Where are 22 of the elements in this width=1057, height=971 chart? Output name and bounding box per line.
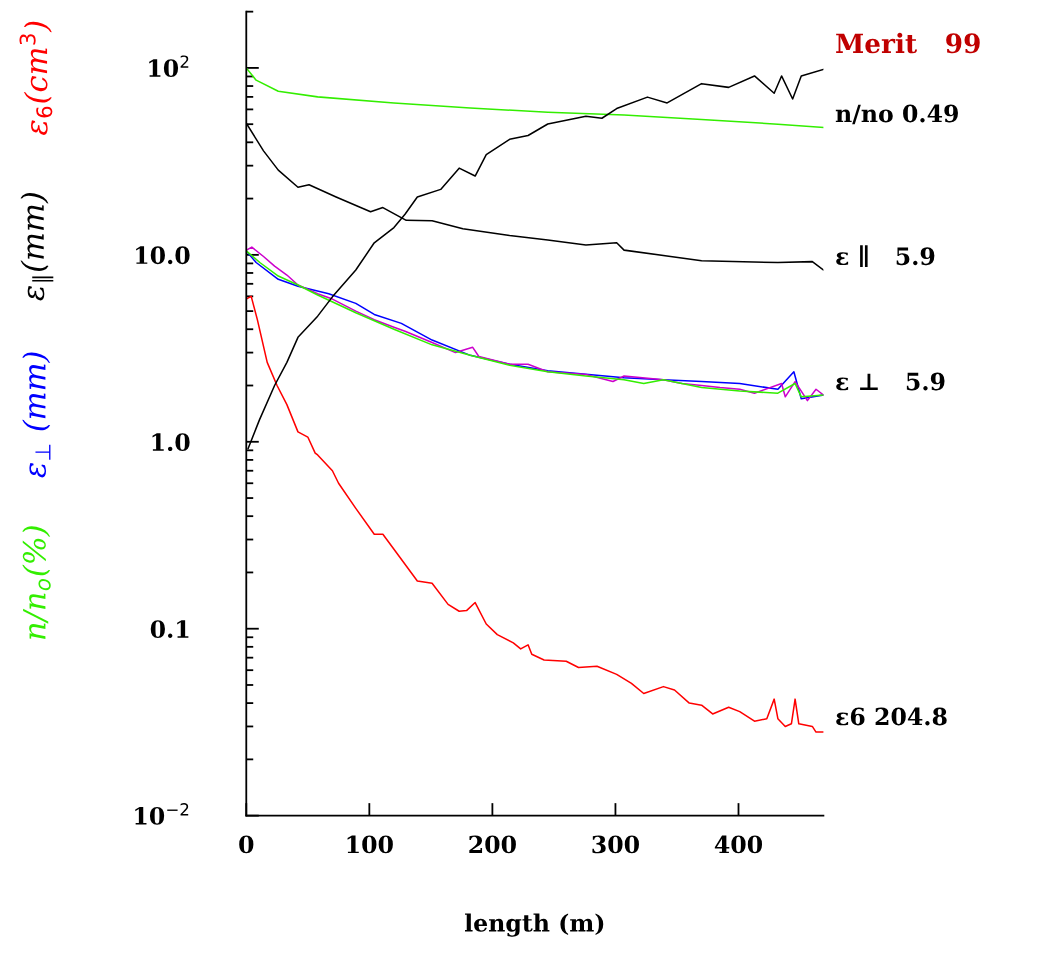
y-tick-label: 10.0 <box>136 246 190 265</box>
text: ε$_{∥}$(mm) <box>20 193 54 301</box>
x-tick-label: 0 <box>239 835 254 854</box>
x-tick-label: 100 <box>347 835 393 854</box>
text: ε6 204.8 <box>836 707 947 726</box>
y-tick-label: 1.0 <box>152 433 190 452</box>
x-tick-label: 200 <box>469 835 516 854</box>
text: n/n$_{o}$(%) <box>22 526 51 639</box>
text: ε ⊥ 5.9 <box>836 372 945 391</box>
y-tick-label: 10$^{−2}$ <box>135 803 189 825</box>
text: ε ∥ 5.9 <box>836 245 935 268</box>
line-series <box>246 67 824 129</box>
text: ε$_{⊥}$ (mm) <box>22 352 51 478</box>
y-tick-label: 10$^{2}$ <box>149 55 189 78</box>
line-series <box>246 295 824 733</box>
text: n/no 0.49 <box>835 104 958 125</box>
x-axis-title: length (m) <box>465 913 604 937</box>
x-tick-label: 400 <box>714 835 763 854</box>
text: ε$_{6}$(cm$^{3}$) <box>19 21 53 135</box>
x-tick-label: 300 <box>592 835 639 854</box>
y-tick-label: 0.1 <box>150 620 189 639</box>
text: Merit 99 <box>836 32 980 54</box>
